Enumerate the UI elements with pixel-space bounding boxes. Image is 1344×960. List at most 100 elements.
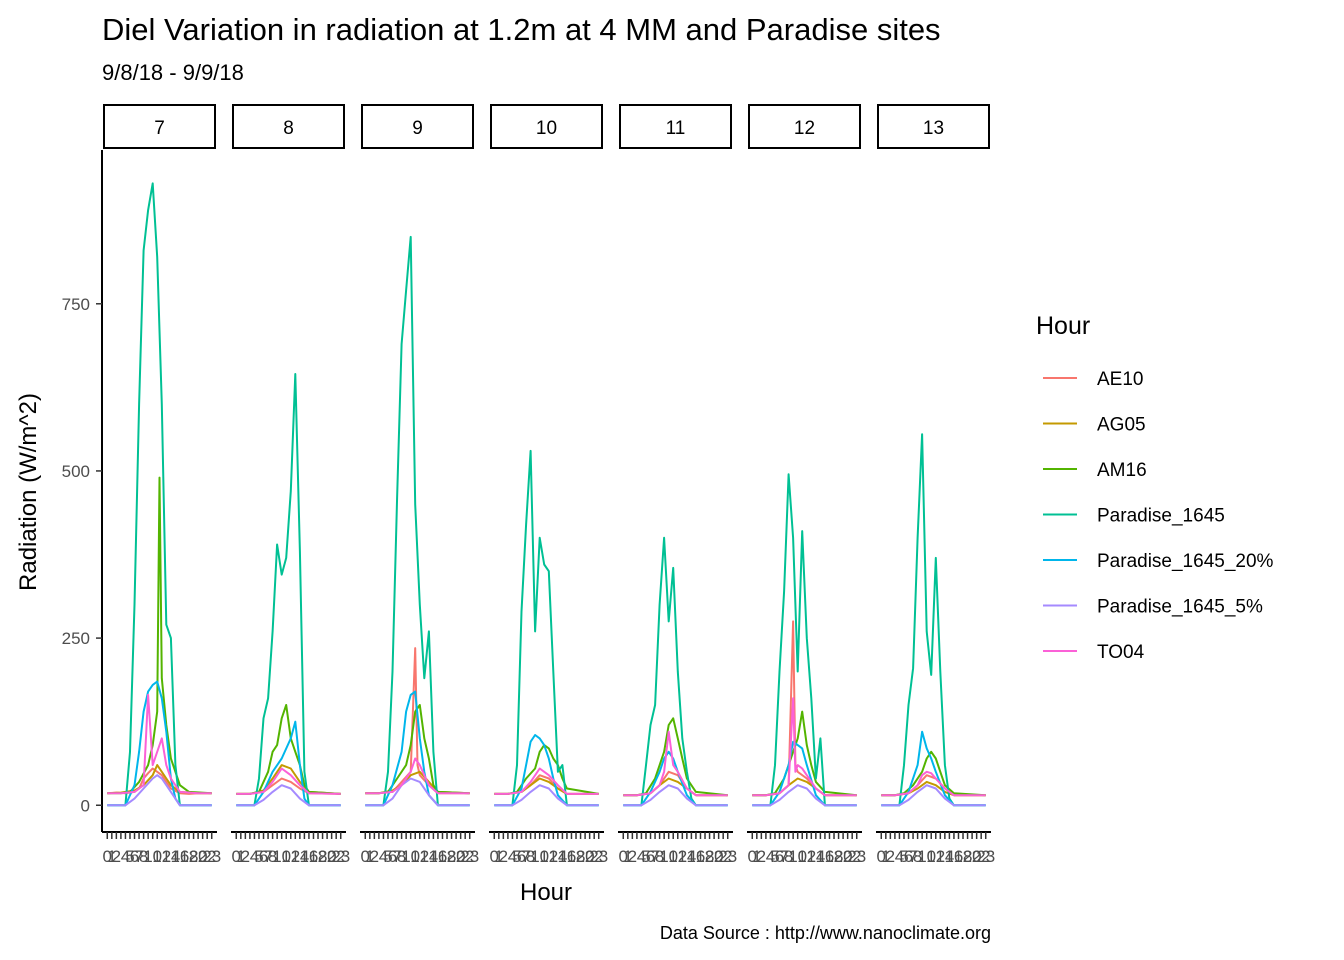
x-tick-label: 10 (917, 847, 936, 866)
series-line-ag05 (107, 764, 212, 795)
x-tick-label: 20 (576, 847, 595, 866)
x-tick-label: 1 (494, 847, 503, 866)
x-tick-label: 18 (567, 847, 586, 866)
series-line-am16 (236, 704, 341, 795)
x-tick-label: 16 (428, 847, 447, 866)
x-tick-label: 18 (696, 847, 715, 866)
facet-strip-label: 8 (283, 118, 294, 139)
x-tick-label: 12 (281, 847, 300, 866)
x-tick-label: 7 (392, 847, 401, 866)
legend-label: AM16 (1097, 460, 1147, 481)
series-line-paradise-1645-20- (494, 734, 599, 807)
y-tick-label: 250 (62, 629, 90, 648)
x-tick-label: 23 (202, 847, 221, 866)
x-tick-label: 5 (383, 847, 392, 866)
x-tick-label: 14 (806, 847, 825, 866)
legend-label: TO04 (1097, 642, 1145, 663)
x-tick-label: 12 (668, 847, 687, 866)
x-tick-label: 23 (331, 847, 350, 866)
x-tick-label: 4 (637, 847, 646, 866)
x-tick-label: 4 (508, 847, 517, 866)
x-tick-label: 1 (107, 847, 116, 866)
facet-strip (103, 104, 216, 149)
series-line-paradise-1645-5- (623, 784, 728, 807)
x-tick-label: 7 (908, 847, 917, 866)
series-line-paradise-1645-20- (107, 680, 212, 807)
x-tick-label: 2 (886, 847, 895, 866)
x-tick-label: 10 (143, 847, 162, 866)
x-tick-label: 8 (655, 847, 664, 866)
x-tick-label: 2 (499, 847, 508, 866)
series-line-paradise-1645 (881, 433, 986, 807)
chart-subtitle: 9/8/18 - 9/9/18 (102, 60, 244, 85)
x-tick-label: 23 (847, 847, 866, 866)
series-line-ae10 (752, 620, 857, 797)
x-tick-label: 2 (370, 847, 379, 866)
x-tick-label: 23 (460, 847, 479, 866)
series-line-to04 (881, 770, 986, 797)
facet-strip-label: 12 (794, 118, 815, 139)
x-tick-label: 8 (268, 847, 277, 866)
facet-strip (877, 104, 990, 149)
legend-label: AE10 (1097, 369, 1143, 390)
x-tick-label: 4 (895, 847, 904, 866)
series-line-paradise-1645-5- (107, 774, 212, 807)
x-tick-label: 16 (815, 847, 834, 866)
x-tick-label: 16 (299, 847, 318, 866)
y-axis-label: Radiation (W/m^2) (15, 393, 42, 591)
x-axis-label: Hour (520, 879, 572, 906)
x-tick-label: 20 (318, 847, 337, 866)
caption: Data Source : http://www.nanoclimate.org (660, 923, 991, 943)
x-tick-label: 0 (748, 847, 757, 866)
x-tick-label: 22 (198, 847, 217, 866)
series-line-paradise-1645-5- (236, 784, 341, 807)
x-tick-label: 10 (530, 847, 549, 866)
x-tick-label: 5 (125, 847, 134, 866)
series-line-paradise-1645-5- (494, 784, 599, 807)
x-tick-label: 14 (419, 847, 438, 866)
x-tick-label: 10 (788, 847, 807, 866)
x-tick-label: 0 (877, 847, 886, 866)
series-line-to04 (365, 757, 470, 795)
y-tick-label: 750 (62, 295, 90, 314)
x-tick-label: 6 (775, 847, 784, 866)
legend-label: Paradise_1645_5% (1097, 597, 1263, 618)
x-tick-label: 12 (539, 847, 558, 866)
x-tick-label: 1 (236, 847, 245, 866)
x-tick-label: 7 (263, 847, 272, 866)
x-tick-label: 10 (272, 847, 291, 866)
x-tick-label: 20 (447, 847, 466, 866)
series-line-paradise-1645 (107, 182, 212, 807)
x-tick-label: 20 (963, 847, 982, 866)
x-tick-label: 16 (557, 847, 576, 866)
x-tick-label: 8 (784, 847, 793, 866)
x-tick-label: 5 (899, 847, 908, 866)
x-tick-label: 18 (954, 847, 973, 866)
series-line-ae10 (623, 770, 728, 797)
x-tick-label: 5 (641, 847, 650, 866)
x-tick-label: 22 (714, 847, 733, 866)
x-tick-label: 14 (935, 847, 954, 866)
x-tick-label: 7 (134, 847, 143, 866)
legend-title: Hour (1036, 312, 1090, 340)
x-tick-label: 16 (944, 847, 963, 866)
facet-strip-label: 7 (154, 118, 165, 139)
series-line-ae10 (236, 777, 341, 795)
facet-strip (619, 104, 732, 149)
series-line-to04 (752, 697, 857, 797)
x-tick-label: 14 (290, 847, 309, 866)
series-line-paradise-1645-20- (752, 740, 857, 807)
x-tick-label: 18 (309, 847, 328, 866)
legend-label: Paradise_1645_20% (1097, 551, 1274, 572)
x-tick-label: 5 (512, 847, 521, 866)
x-tick-label: 0 (361, 847, 370, 866)
x-tick-label: 0 (232, 847, 241, 866)
x-tick-label: 14 (677, 847, 696, 866)
x-tick-label: 6 (517, 847, 526, 866)
x-tick-label: 2 (112, 847, 121, 866)
